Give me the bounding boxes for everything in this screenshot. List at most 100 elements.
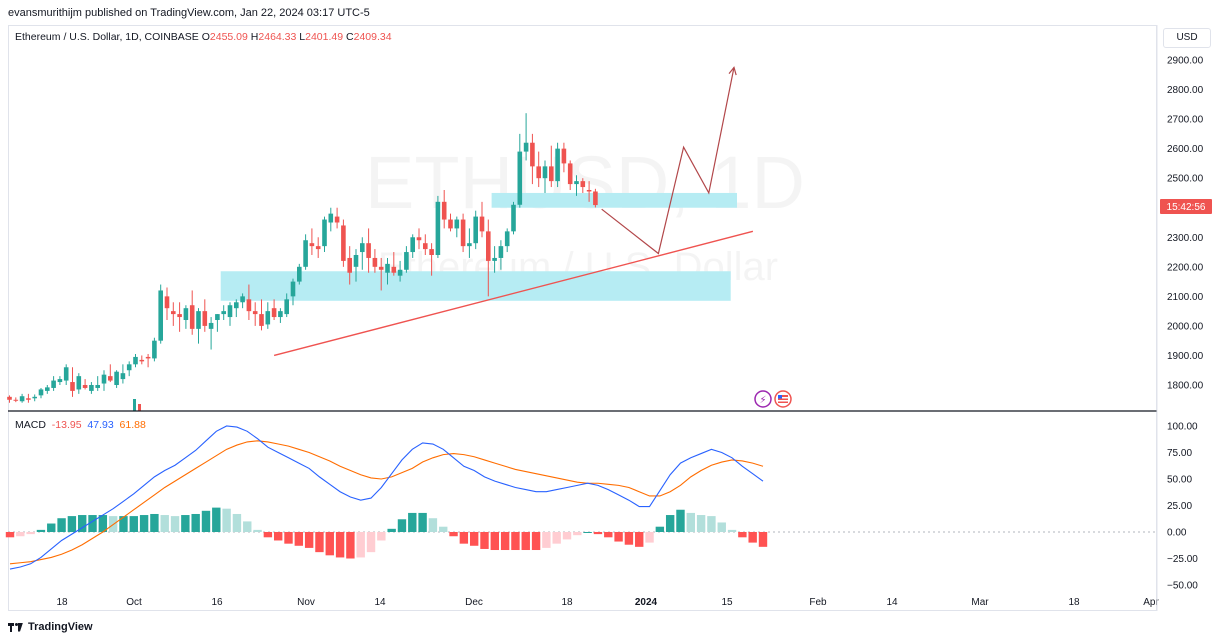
candle[interactable]: [328, 207, 334, 232]
candle[interactable]: [322, 216, 327, 253]
candle[interactable]: [360, 237, 365, 270]
candle[interactable]: [189, 290, 195, 335]
support-zone-1[interactable]: [491, 192, 737, 208]
candle[interactable]: [7, 395, 12, 403]
macd-legend[interactable]: MACD -13.95 47.93 61.88: [15, 419, 146, 431]
candle[interactable]: [315, 237, 321, 258]
candle[interactable]: [45, 385, 50, 394]
candle[interactable]: [341, 219, 346, 267]
macd-signal-line[interactable]: [9, 440, 764, 565]
candle[interactable]: [108, 364, 113, 383]
candle[interactable]: [95, 376, 100, 391]
candle[interactable]: [561, 142, 567, 173]
candle[interactable]: [454, 216, 460, 238]
candle[interactable]: [221, 305, 226, 320]
candle[interactable]: [410, 234, 415, 258]
candle[interactable]: [486, 219, 491, 297]
candle[interactable]: [246, 284, 252, 320]
candle[interactable]: [423, 234, 428, 255]
candle[interactable]: [139, 355, 145, 365]
candle[interactable]: [580, 178, 586, 193]
candle[interactable]: [101, 370, 107, 391]
candle[interactable]: [265, 302, 271, 329]
candle[interactable]: [391, 252, 397, 276]
footer[interactable]: TradingView: [8, 621, 93, 633]
candle[interactable]: [467, 228, 472, 258]
candle[interactable]: [593, 188, 598, 208]
candle[interactable]: [460, 213, 466, 253]
candle[interactable]: [252, 302, 258, 326]
currency-button[interactable]: USD: [1163, 28, 1211, 48]
candle[interactable]: [366, 228, 371, 273]
candle[interactable]: [284, 293, 289, 318]
candle[interactable]: [13, 397, 19, 403]
candle[interactable]: [504, 228, 510, 253]
candle[interactable]: [164, 287, 170, 321]
candle[interactable]: [145, 353, 151, 368]
candle[interactable]: [523, 113, 529, 161]
candle[interactable]: [303, 234, 308, 270]
candle[interactable]: [63, 364, 69, 385]
candle[interactable]: [208, 317, 214, 350]
candle[interactable]: [448, 213, 453, 232]
candle[interactable]: [530, 133, 535, 185]
candle[interactable]: [120, 364, 126, 384]
candle[interactable]: [158, 284, 163, 344]
candle[interactable]: [89, 382, 94, 394]
candle[interactable]: [114, 370, 119, 388]
candle[interactable]: [435, 195, 441, 258]
trendline[interactable]: [273, 230, 754, 357]
candle[interactable]: [309, 228, 315, 255]
candle[interactable]: [297, 263, 302, 285]
candle[interactable]: [574, 175, 579, 196]
symbol-legend[interactable]: Ethereum / U.S. Dollar, 1D, COINBASE O24…: [15, 31, 392, 43]
candle[interactable]: [202, 299, 208, 332]
candle[interactable]: [353, 249, 359, 282]
candle[interactable]: [416, 228, 422, 250]
candle[interactable]: [404, 246, 409, 273]
candle[interactable]: [126, 361, 132, 377]
candle[interactable]: [479, 201, 485, 238]
candle[interactable]: [290, 278, 296, 306]
candle[interactable]: [240, 293, 245, 309]
candle[interactable]: [498, 240, 504, 270]
candle[interactable]: [378, 257, 384, 291]
candle[interactable]: [278, 308, 283, 323]
candle[interactable]: [511, 201, 516, 235]
candle[interactable]: [555, 142, 560, 188]
candle[interactable]: [385, 257, 390, 285]
support-zone-2[interactable]: [220, 271, 731, 301]
candle[interactable]: [259, 299, 264, 331]
candle[interactable]: [38, 387, 44, 399]
candle[interactable]: [133, 353, 138, 368]
candle[interactable]: [372, 249, 378, 273]
candle[interactable]: [57, 376, 63, 385]
candle[interactable]: [397, 260, 403, 282]
candle[interactable]: [441, 190, 447, 229]
candle[interactable]: [76, 373, 82, 394]
candle[interactable]: [334, 207, 340, 229]
candle[interactable]: [70, 367, 75, 397]
candle[interactable]: [586, 181, 592, 202]
candle[interactable]: [492, 246, 497, 273]
candle[interactable]: [215, 314, 220, 332]
candle[interactable]: [473, 210, 478, 250]
candle[interactable]: [517, 133, 523, 208]
candle[interactable]: [152, 337, 157, 362]
event-icons[interactable]: ⚡: [754, 390, 792, 408]
candle[interactable]: [183, 305, 189, 329]
candle[interactable]: [542, 160, 548, 193]
candle[interactable]: [177, 302, 182, 332]
candle[interactable]: [429, 243, 434, 276]
candle[interactable]: [82, 379, 88, 390]
candle[interactable]: [567, 160, 573, 190]
candle[interactable]: [234, 299, 239, 318]
candle[interactable]: [26, 393, 31, 403]
candle[interactable]: [32, 394, 37, 402]
candle[interactable]: [549, 145, 554, 188]
macd-line[interactable]: [9, 425, 764, 570]
candle[interactable]: [196, 308, 201, 344]
candle[interactable]: [347, 246, 352, 285]
candle[interactable]: [271, 299, 277, 320]
